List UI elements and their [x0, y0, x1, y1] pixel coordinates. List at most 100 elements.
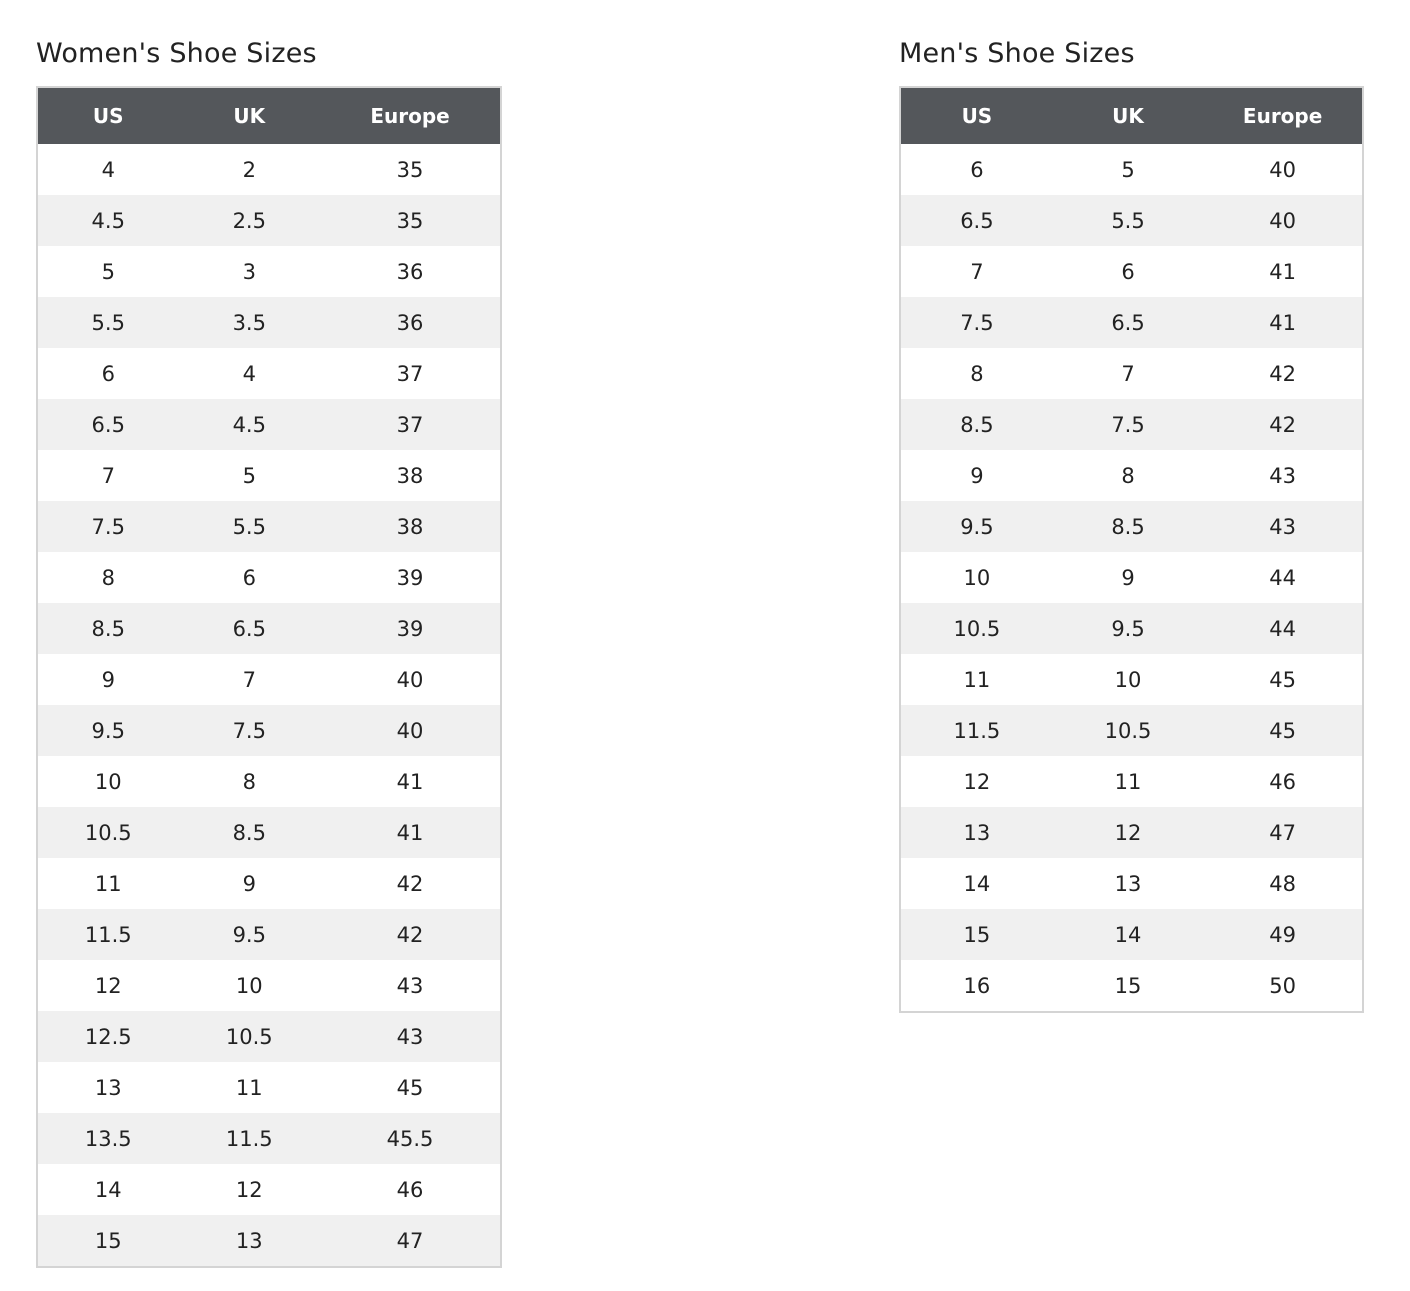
size-cell-europe: 40 — [320, 705, 501, 756]
table-row: 15 13 47 — [37, 1215, 501, 1267]
table-row: 5 3 36 — [37, 246, 501, 297]
size-cell-europe: 39 — [396, 565, 424, 590]
size-cell-uk: 9.5 — [1052, 603, 1204, 654]
size-cell-us: 11 — [963, 667, 991, 692]
table-row: 13 11 45 — [37, 1062, 501, 1113]
table-row: 11.5 9.5 42 — [37, 909, 501, 960]
table-row: 12 11 46 — [900, 756, 1363, 807]
table-header-row: US UK Europe — [900, 87, 1363, 144]
size-cell-europe: 46 — [396, 1177, 424, 1202]
table-row: 8 6 39 — [37, 552, 501, 603]
size-cell-us: 15 — [900, 909, 1053, 960]
size-cell-us: 10.5 — [900, 603, 1053, 654]
size-cell-uk: 5 — [1121, 157, 1135, 182]
size-cell-us: 8 — [101, 565, 115, 590]
size-cell-europe: 43 — [396, 973, 424, 998]
size-cell-uk: 12 — [235, 1177, 263, 1202]
table-row: 9.5 7.5 40 — [37, 705, 501, 756]
table-row: 10.5 8.5 41 — [37, 807, 501, 858]
table-row: 9 8 43 — [900, 450, 1363, 501]
column-header-europe: Europe — [320, 87, 501, 144]
mens-size-title: Men's Shoe Sizes — [899, 38, 1135, 69]
size-cell-europe: 40 — [1269, 157, 1296, 182]
size-cell-us: 6.5 — [900, 195, 1053, 246]
size-cell-uk: 7 — [242, 667, 256, 692]
size-cell-us: 9.5 — [900, 501, 1053, 552]
size-cell-europe: 42 — [1203, 399, 1363, 450]
size-cell-uk: 13 — [1114, 871, 1142, 896]
size-cell-europe: 41 — [1269, 259, 1296, 284]
size-cell-uk: 11 — [235, 1075, 263, 1100]
table-row: 12.5 10.5 43 — [37, 1011, 501, 1062]
table-row: 7 5 38 — [37, 450, 501, 501]
table-row: 14 13 48 — [900, 858, 1363, 909]
size-cell-europe: 38 — [320, 501, 501, 552]
size-cell-us: 4 — [101, 157, 115, 182]
column-header-uk: UK — [178, 87, 321, 144]
size-cell-europe: 50 — [1269, 973, 1296, 998]
size-cell-us: 8.5 — [900, 399, 1053, 450]
table-row: 9 7 40 — [37, 654, 501, 705]
size-cell-us: 13.5 — [37, 1113, 179, 1164]
size-cell-europe: 43 — [1203, 501, 1363, 552]
size-cell-us: 13 — [94, 1075, 122, 1100]
size-cell-europe: 47 — [320, 1215, 501, 1267]
table-row: 13 12 47 — [900, 807, 1363, 858]
size-cell-europe: 44 — [1203, 603, 1363, 654]
size-cell-uk: 8.5 — [1052, 501, 1204, 552]
table-row: 6.5 4.5 37 — [37, 399, 501, 450]
size-cell-uk: 2.5 — [178, 195, 321, 246]
size-cell-us: 7.5 — [37, 501, 179, 552]
size-cell-us: 13 — [900, 807, 1053, 858]
size-cell-uk: 11.5 — [178, 1113, 321, 1164]
size-cell-uk: 8 — [1121, 463, 1135, 488]
table-row: 13.5 11.5 45.5 — [37, 1113, 501, 1164]
size-cell-europe: 38 — [396, 463, 424, 488]
table-row: 6 4 37 — [37, 348, 501, 399]
size-cell-uk: 14 — [1052, 909, 1204, 960]
size-cell-europe: 41 — [1203, 297, 1363, 348]
table-row: 4 2 35 — [37, 144, 501, 195]
size-cell-uk: 9.5 — [178, 909, 321, 960]
size-cell-uk: 6 — [1121, 259, 1135, 284]
size-cell-us: 14 — [963, 871, 991, 896]
size-cell-europe: 35 — [320, 195, 501, 246]
size-cell-uk: 11 — [1114, 769, 1142, 794]
size-cell-europe: 42 — [1269, 361, 1296, 386]
size-cell-europe: 41 — [320, 807, 501, 858]
size-cell-uk: 4 — [242, 361, 256, 386]
size-cell-uk: 5.5 — [1052, 195, 1204, 246]
size-cell-us: 9 — [970, 463, 984, 488]
size-cell-uk: 9 — [242, 871, 256, 896]
size-cell-europe: 37 — [396, 361, 424, 386]
size-cell-uk: 8.5 — [178, 807, 321, 858]
womens-size-title: Women's Shoe Sizes — [36, 38, 317, 69]
size-cell-us: 11.5 — [37, 909, 179, 960]
size-cell-europe: 42 — [396, 871, 424, 896]
size-cell-us: 6.5 — [37, 399, 179, 450]
size-cell-uk: 3 — [242, 259, 256, 284]
table-row: 16 15 50 — [900, 960, 1363, 1012]
size-cell-us: 9 — [101, 667, 115, 692]
table-row: 7.5 5.5 38 — [37, 501, 501, 552]
table-header-row: US UK Europe — [37, 87, 501, 144]
size-cell-uk: 9 — [1121, 565, 1135, 590]
size-cell-uk: 2 — [242, 157, 256, 182]
size-cell-europe: 45 — [1269, 667, 1296, 692]
size-cell-europe: 39 — [320, 603, 501, 654]
table-row: 7 6 41 — [900, 246, 1363, 297]
size-cell-uk: 10.5 — [1052, 705, 1204, 756]
table-row: 4.5 2.5 35 — [37, 195, 501, 246]
table-row: 5.5 3.5 36 — [37, 297, 501, 348]
table-row: 7.5 6.5 41 — [900, 297, 1363, 348]
size-cell-us: 8 — [970, 361, 984, 386]
size-cell-uk: 5.5 — [178, 501, 321, 552]
size-cell-us: 5.5 — [37, 297, 179, 348]
size-cell-uk: 7.5 — [178, 705, 321, 756]
table-row: 11 9 42 — [37, 858, 501, 909]
size-cell-us: 10.5 — [37, 807, 179, 858]
size-cell-us: 5 — [101, 259, 115, 284]
column-header-uk: UK — [1052, 87, 1204, 144]
size-cell-us: 11 — [94, 871, 122, 896]
table-row: 15 14 49 — [900, 909, 1363, 960]
